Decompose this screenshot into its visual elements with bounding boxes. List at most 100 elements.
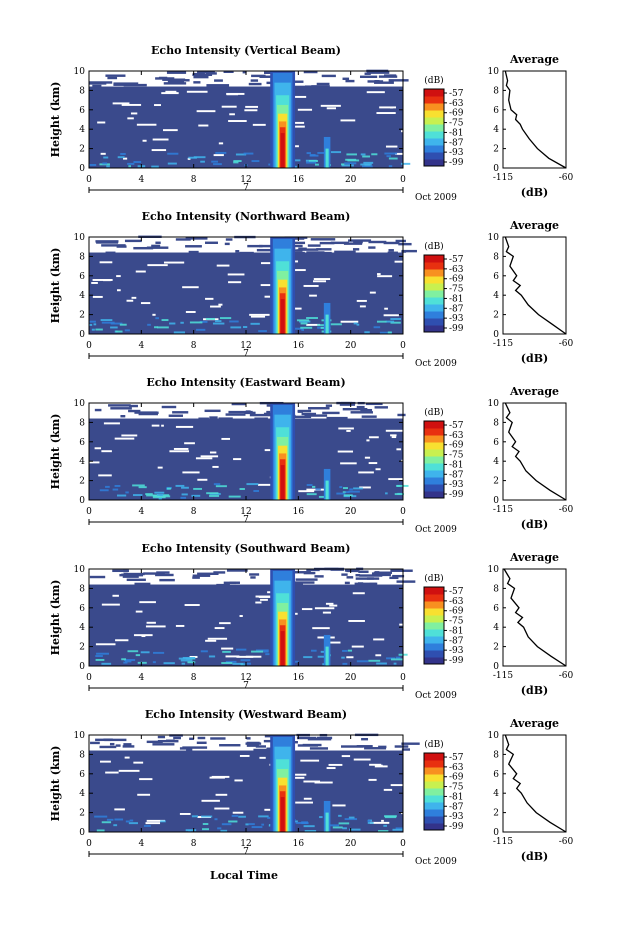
average-y-tick-label: 0 xyxy=(493,496,499,506)
heatmap-cell xyxy=(181,662,186,665)
heatmap-gap xyxy=(137,793,151,796)
heatmap-cell xyxy=(112,569,129,573)
colorbar-tick-label: -81 xyxy=(449,460,464,470)
x-tick-label: 20 xyxy=(345,175,357,185)
heatmap-cell xyxy=(326,416,348,420)
heatmap-cell xyxy=(302,248,319,251)
heatmap-cell xyxy=(192,574,211,577)
heatmap-cell xyxy=(113,82,139,85)
heatmap-cell xyxy=(95,738,111,742)
heatmap-cell xyxy=(235,250,240,253)
heatmap-cell xyxy=(246,483,259,486)
heatmap-cell xyxy=(360,153,366,156)
heatmap-gap xyxy=(233,458,242,461)
heatmap-cell xyxy=(208,655,216,658)
heatmap-cell xyxy=(127,650,139,653)
heatmap-gap xyxy=(145,822,161,825)
heatmap-cell xyxy=(128,409,141,413)
heatmap-cell xyxy=(235,153,247,156)
heatmap-cell xyxy=(168,414,183,417)
heatmap-cell xyxy=(345,491,350,494)
heatmap-cell xyxy=(103,156,109,159)
heatmap-cell xyxy=(332,826,343,829)
heatmap-gap xyxy=(320,104,341,107)
heatmap-gap xyxy=(218,142,224,145)
heatmap-cell xyxy=(173,331,186,334)
month-year-label: Oct 2009 xyxy=(415,525,457,535)
heatmap-cell xyxy=(115,330,123,333)
heatmap-cell xyxy=(96,652,110,655)
heatmap-cell xyxy=(341,745,364,748)
heatmap-gap xyxy=(401,459,408,462)
heatmap-cell xyxy=(187,661,196,664)
heatmap-cell xyxy=(344,403,353,406)
heatmap-cell xyxy=(384,152,398,155)
colorbar-tick-label: -75 xyxy=(449,451,464,461)
average-x-tick-label: -115 xyxy=(493,671,513,681)
heatmap-cell xyxy=(132,494,143,497)
heatmap-gap xyxy=(122,157,128,160)
heatmap-gap xyxy=(133,634,153,637)
heatmap-cell xyxy=(367,820,371,822)
heatmap-gap xyxy=(375,654,382,657)
heatmap-cell xyxy=(385,320,395,323)
heatmap-cell xyxy=(133,246,154,250)
colorbar-segment xyxy=(424,788,444,796)
average-y-tick-label: 8 xyxy=(493,86,499,96)
heatmap-gap xyxy=(255,601,262,604)
heatmap-cell xyxy=(306,152,311,155)
heatmap-cell xyxy=(99,745,117,749)
colorbar-tick-label: -63 xyxy=(449,99,464,109)
x-tick-label: 20 xyxy=(345,341,357,351)
date-day-label: 7 xyxy=(243,183,249,193)
heatmap-cell xyxy=(303,70,318,74)
heatmap-cell xyxy=(304,85,328,88)
heatmap-cell xyxy=(228,410,253,414)
heatmap-gap xyxy=(179,813,191,815)
x-tick-label: 12 xyxy=(240,507,251,517)
heatmap-cell xyxy=(140,651,150,654)
heatmap-cell xyxy=(401,742,420,745)
average-profile-panel: Average 0 2 4 6 8 10 -115 -60 (dB) xyxy=(488,551,574,697)
heatmap-gap xyxy=(163,261,185,264)
heatmap-gap xyxy=(127,117,134,120)
heatmap-cell xyxy=(378,745,387,749)
heatmap-cell xyxy=(261,823,265,826)
heatmap-cell xyxy=(154,491,165,494)
heatmap-cell xyxy=(180,321,184,324)
colorbar-tick-label: -81 xyxy=(449,792,464,802)
y-tick-label: 0 xyxy=(79,828,85,838)
colorbar-segment xyxy=(424,781,444,789)
heatmap-cell xyxy=(157,739,179,743)
heatmap-gap xyxy=(264,295,271,298)
heatmap-cell xyxy=(158,497,162,500)
colorbar-segment xyxy=(424,650,444,658)
heatmap-cell xyxy=(298,247,307,250)
heatmap-gap xyxy=(369,821,390,824)
heatmap-cell xyxy=(146,740,163,744)
heatmap-cell xyxy=(265,653,270,656)
y-tick-label: 0 xyxy=(79,496,85,506)
heatmap-gap xyxy=(103,279,111,282)
heatmap-gap xyxy=(101,450,112,453)
heatmap-gap xyxy=(376,112,396,115)
heatmap-gap xyxy=(211,775,230,778)
heatmap-cell xyxy=(368,246,376,249)
heatmap-cell xyxy=(94,408,102,412)
heatmap-cell xyxy=(341,573,348,576)
colorbar-segment xyxy=(424,117,444,125)
panel-title: Echo Intensity (Northward Beam) xyxy=(142,210,351,223)
heatmap-cell xyxy=(306,568,320,572)
heatmap-cell xyxy=(387,331,392,334)
average-y-tick-label: 2 xyxy=(493,643,499,653)
colorbar-unit: (dB) xyxy=(424,573,443,584)
colorbar-segment xyxy=(424,131,444,139)
heatmap-cell xyxy=(394,745,409,748)
heatmap-gap xyxy=(341,755,351,758)
heatmap-cell xyxy=(212,322,225,325)
heatmap-gap xyxy=(306,323,321,326)
heatmap-cell xyxy=(251,160,260,163)
heatmap-cell xyxy=(193,75,209,79)
colorbar-tick-label: -93 xyxy=(449,812,464,822)
heatmap-gap xyxy=(359,486,371,489)
